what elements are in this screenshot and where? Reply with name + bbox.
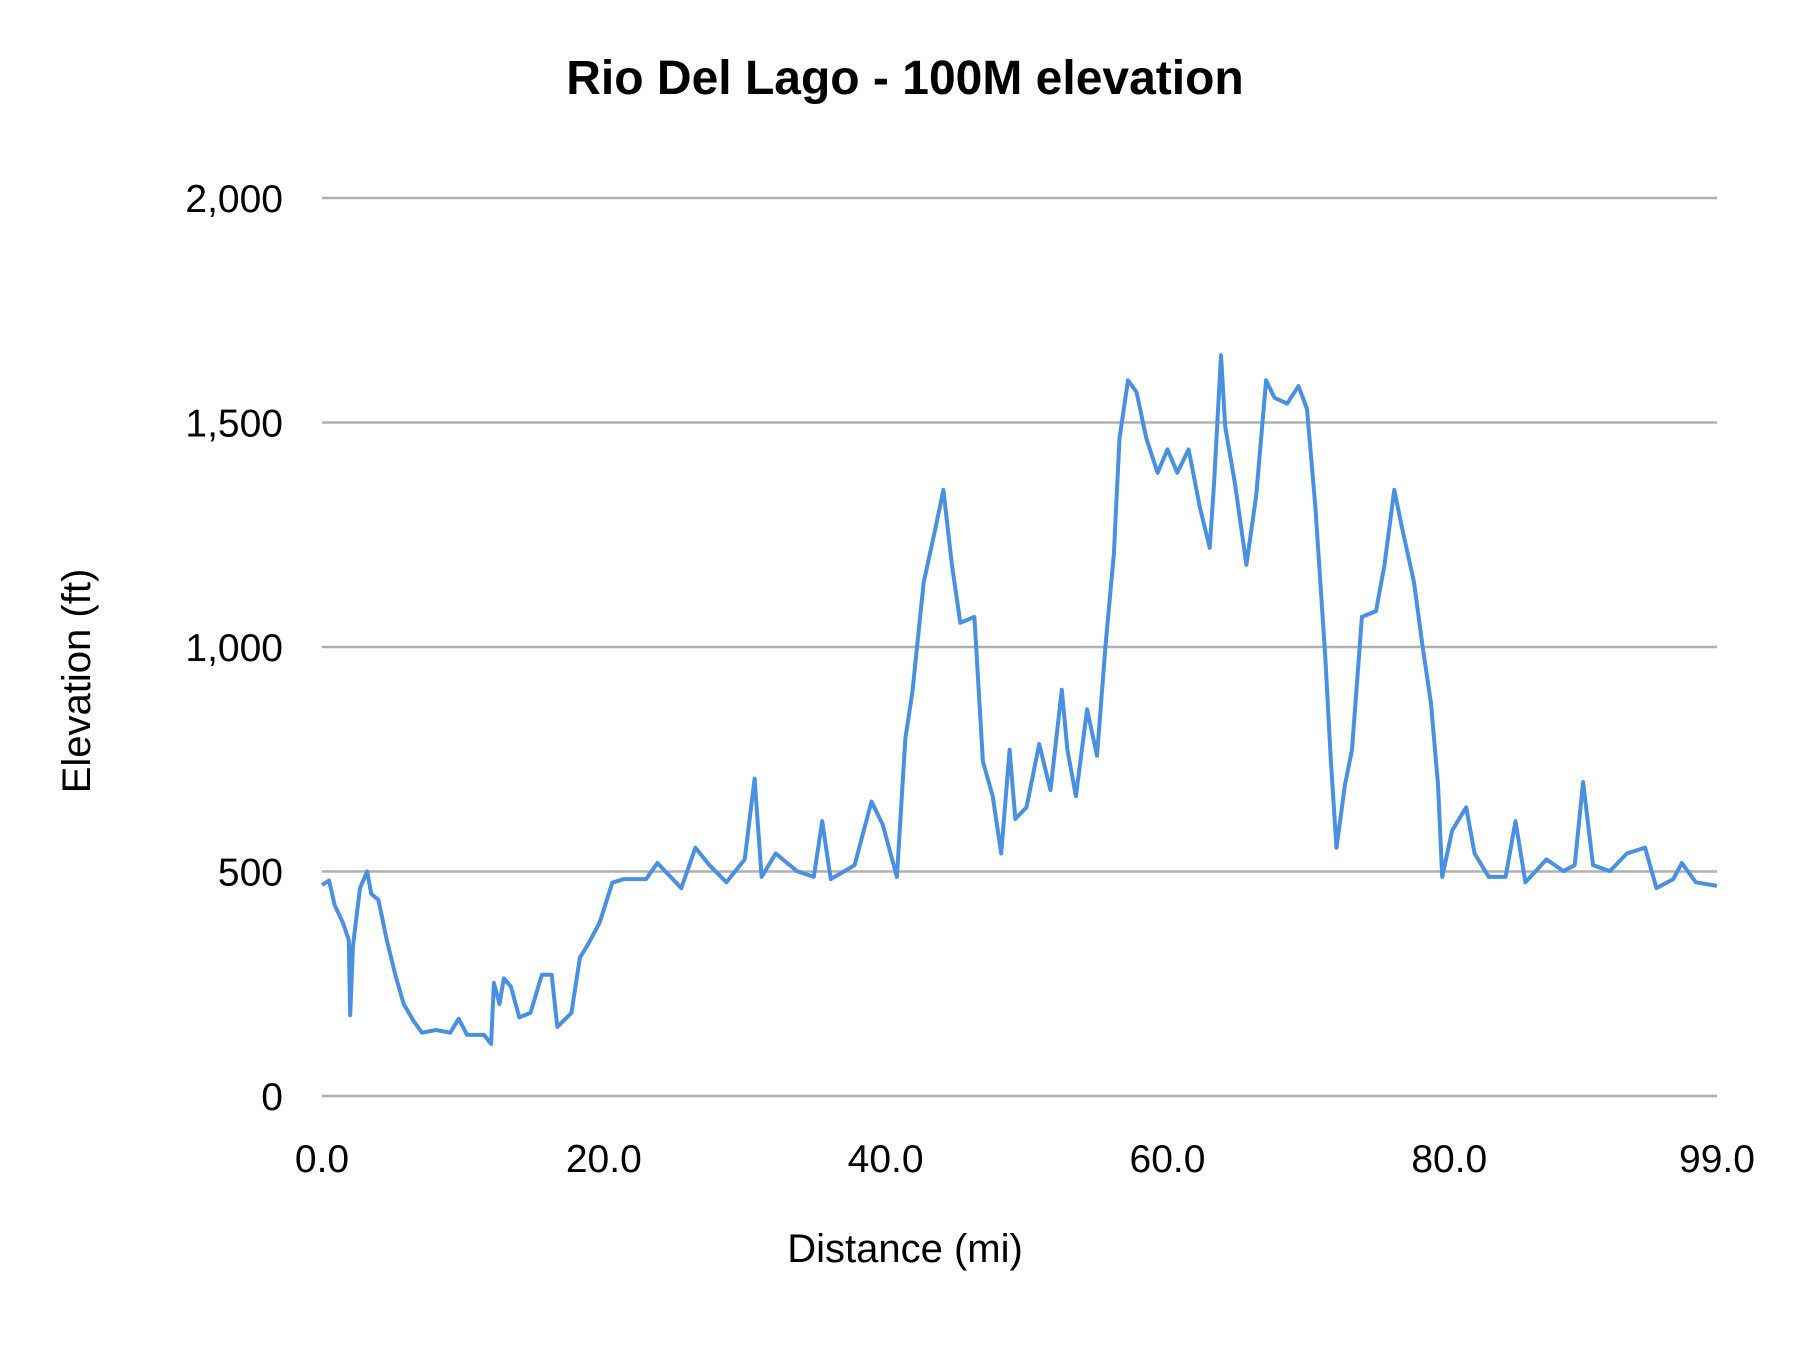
x-tick-label: 20.0 bbox=[566, 1138, 642, 1181]
x-tick-label: 80.0 bbox=[1411, 1138, 1487, 1181]
x-tick-label: 0.0 bbox=[295, 1138, 349, 1181]
y-axis-ticks: 0 500 1,000 1,500 2,000 bbox=[185, 178, 283, 1119]
x-tick-label: 99.0 bbox=[1679, 1138, 1755, 1181]
y-axis-title: Elevation (ft) bbox=[55, 569, 99, 794]
series-area bbox=[320, 353, 1718, 1046]
x-tick-label: 40.0 bbox=[848, 1138, 924, 1181]
chart-title: Rio Del Lago - 100M elevation bbox=[566, 52, 1243, 105]
y-tick-label: 0 bbox=[261, 1076, 283, 1119]
y-tick-label: 1,500 bbox=[185, 403, 283, 446]
x-axis-title: Distance (mi) bbox=[787, 1227, 1023, 1271]
x-axis-ticks: 0.0 20.0 40.0 60.0 80.0 99.0 bbox=[295, 1138, 1755, 1181]
y-tick-label: 2,000 bbox=[185, 178, 283, 221]
gridlines bbox=[322, 196, 1717, 1098]
x-tick-label: 60.0 bbox=[1130, 1138, 1206, 1181]
elevation-line bbox=[320, 353, 1718, 1046]
y-tick-label: 500 bbox=[218, 852, 283, 895]
y-tick-label: 1,000 bbox=[185, 627, 283, 670]
